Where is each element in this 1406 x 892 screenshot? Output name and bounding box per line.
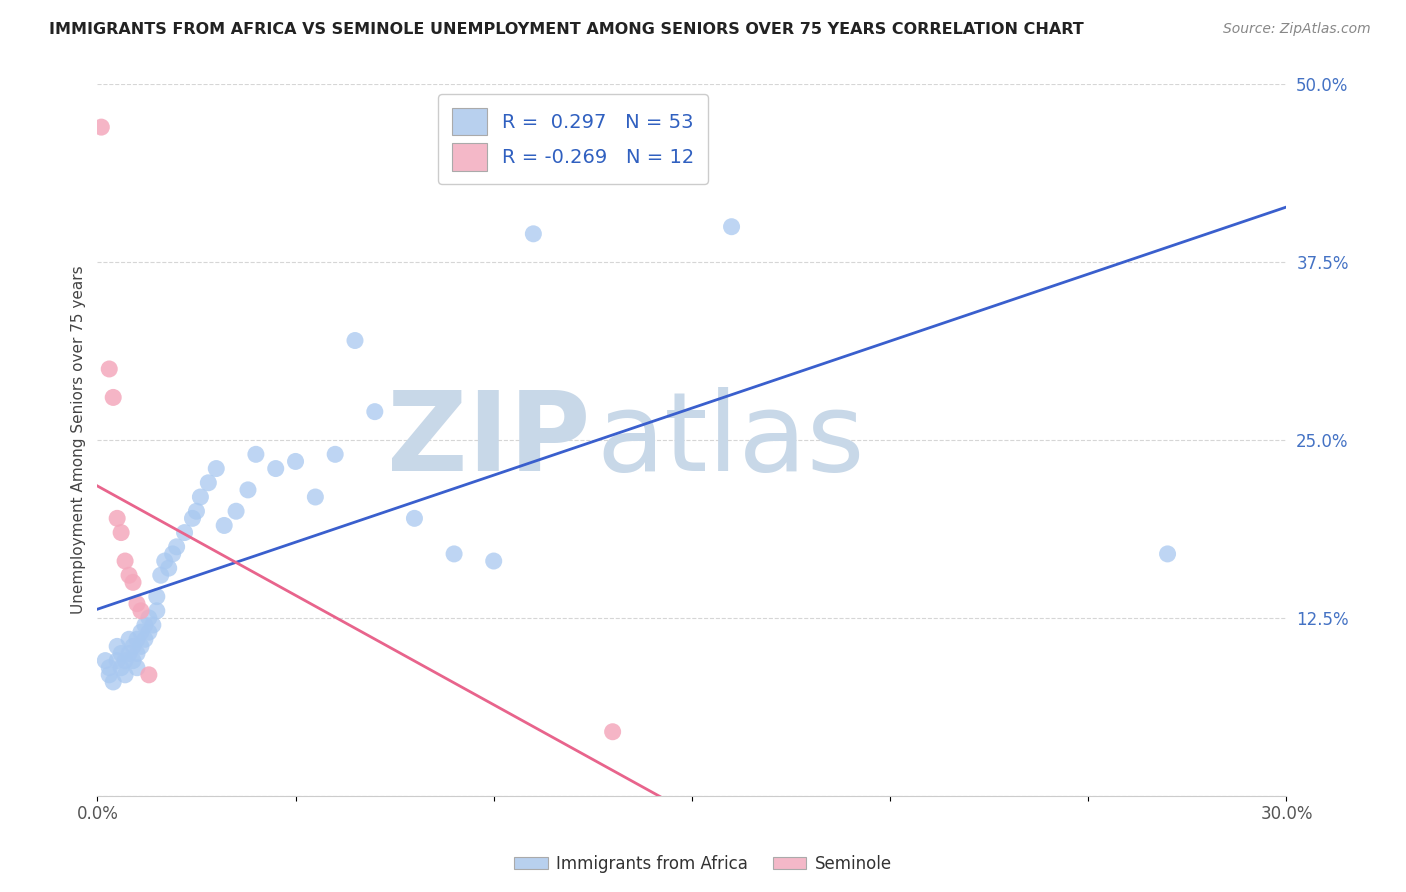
Point: [404, 511, 426, 525]
Point: [264, 461, 287, 475]
Point: [125, 597, 148, 611]
Point: [103, 675, 125, 690]
Legend: R =  0.297   N = 53, R = -0.269   N = 12: R = 0.297 N = 53, R = -0.269 N = 12: [439, 95, 709, 184]
Point: [142, 618, 165, 632]
Point: [323, 447, 346, 461]
Point: [118, 632, 141, 647]
Point: [162, 547, 184, 561]
Point: [110, 525, 132, 540]
Point: [134, 618, 156, 632]
Point: [149, 568, 172, 582]
Point: [105, 640, 128, 654]
Point: [166, 540, 188, 554]
Point: [98, 362, 121, 376]
Point: [98, 668, 121, 682]
Point: [122, 640, 145, 654]
Point: [129, 604, 152, 618]
Point: [105, 654, 128, 668]
Point: [186, 504, 208, 518]
Point: [225, 504, 247, 518]
Point: [284, 454, 307, 468]
Point: [114, 554, 136, 568]
Point: [197, 475, 219, 490]
Point: [114, 668, 136, 682]
Point: [105, 511, 128, 525]
Point: [146, 604, 169, 618]
Point: [443, 547, 465, 561]
Point: [190, 490, 212, 504]
Point: [110, 647, 132, 661]
Y-axis label: Unemployment Among Seniors over 75 years: Unemployment Among Seniors over 75 years: [72, 266, 86, 615]
Point: [98, 661, 121, 675]
Point: [138, 668, 160, 682]
Point: [146, 590, 169, 604]
Text: ZIP: ZIP: [388, 386, 591, 493]
Point: [236, 483, 259, 497]
Point: [129, 640, 152, 654]
Point: [138, 611, 160, 625]
Point: [134, 632, 156, 647]
Text: atlas: atlas: [596, 386, 865, 493]
Point: [114, 654, 136, 668]
Point: [103, 391, 125, 405]
Point: [304, 490, 326, 504]
Point: [122, 575, 145, 590]
Point: [173, 525, 195, 540]
Point: [364, 404, 387, 418]
Point: [245, 447, 267, 461]
Point: [153, 554, 176, 568]
Point: [118, 647, 141, 661]
Point: [125, 632, 148, 647]
Point: [522, 227, 544, 241]
Point: [343, 334, 366, 348]
Point: [720, 219, 742, 234]
Point: [602, 724, 624, 739]
Text: Source: ZipAtlas.com: Source: ZipAtlas.com: [1223, 22, 1371, 37]
Point: [129, 625, 152, 640]
Point: [122, 654, 145, 668]
Point: [1156, 547, 1178, 561]
Point: [125, 647, 148, 661]
Point: [118, 568, 141, 582]
Point: [181, 511, 204, 525]
Legend: Immigrants from Africa, Seminole: Immigrants from Africa, Seminole: [508, 848, 898, 880]
Point: [157, 561, 180, 575]
Point: [482, 554, 505, 568]
Point: [94, 654, 117, 668]
Point: [90, 120, 112, 135]
Point: [205, 461, 228, 475]
Point: [125, 661, 148, 675]
Point: [110, 661, 132, 675]
Text: IMMIGRANTS FROM AFRICA VS SEMINOLE UNEMPLOYMENT AMONG SENIORS OVER 75 YEARS CORR: IMMIGRANTS FROM AFRICA VS SEMINOLE UNEMP…: [49, 22, 1084, 37]
Point: [138, 625, 160, 640]
Point: [212, 518, 235, 533]
